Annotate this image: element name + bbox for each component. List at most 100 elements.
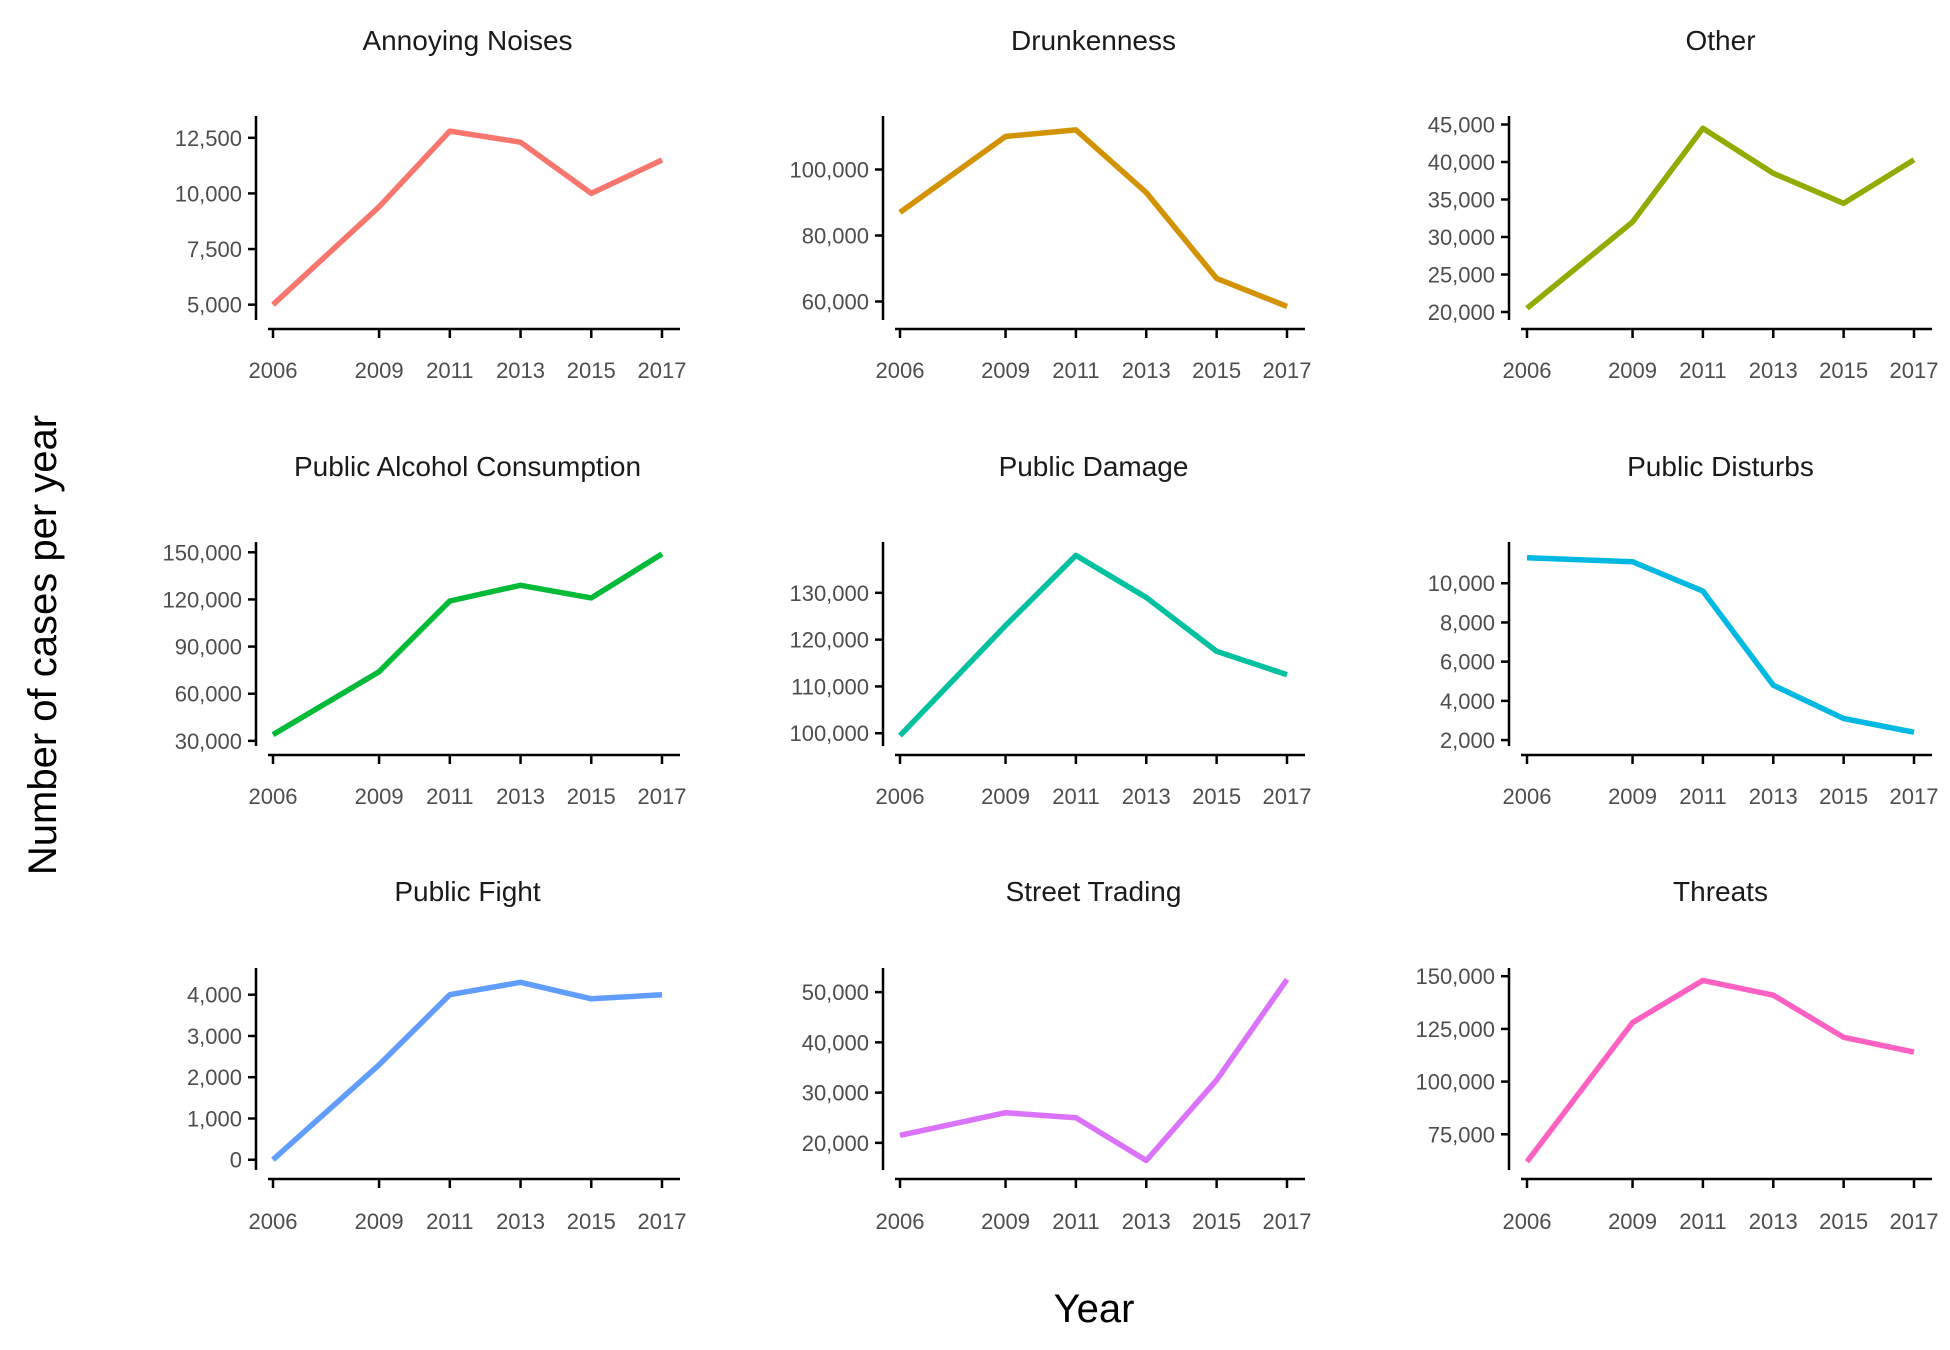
- x-tick-label: 2006: [876, 784, 925, 809]
- y-tick-label: 80,000: [802, 224, 869, 249]
- x-tick-label: 2011: [1679, 1209, 1726, 1234]
- x-tick-label: 2011: [426, 358, 473, 383]
- x-tick-label: 2013: [1122, 784, 1171, 809]
- x-tick-label: 2017: [638, 784, 687, 809]
- y-tick-label: 20,000: [802, 1131, 869, 1156]
- y-tick-label: 100,000: [789, 158, 869, 183]
- y-tick-label: 35,000: [1428, 188, 1495, 213]
- x-tick-label: 2013: [496, 784, 545, 809]
- x-tick-label: 2009: [981, 1209, 1030, 1234]
- x-tick-label: 2006: [1503, 784, 1552, 809]
- y-tick-label: 30,000: [175, 729, 242, 754]
- y-tick-label: 4,000: [187, 983, 242, 1008]
- series-line-public-alcohol-consumption: [271, 551, 664, 737]
- y-tick-label: 8,000: [1440, 610, 1495, 635]
- x-tick-label: 2009: [1608, 784, 1657, 809]
- y-tick-label: 90,000: [175, 635, 242, 660]
- y-tick-label: 75,000: [1428, 1122, 1495, 1147]
- x-tick-label: 2009: [355, 784, 404, 809]
- y-tick-label: 2,000: [1440, 728, 1495, 753]
- y-tick-label: 30,000: [1428, 225, 1495, 250]
- y-tick-label: 45,000: [1428, 113, 1495, 138]
- x-tick-label: 2015: [1192, 784, 1241, 809]
- x-tick-label: 2015: [1192, 358, 1241, 383]
- panel-title: Threats: [1673, 876, 1768, 907]
- y-tick-label: 100,000: [789, 721, 869, 746]
- y-tick-label: 25,000: [1428, 263, 1495, 288]
- y-tick-label: 150,000: [1415, 964, 1495, 989]
- x-tick-label: 2013: [1122, 1209, 1171, 1234]
- x-tick-label: 2011: [1052, 784, 1099, 809]
- x-tick-label: 2013: [1749, 1209, 1798, 1234]
- x-tick-label: 2006: [249, 784, 298, 809]
- y-tick-label: 4,000: [1440, 689, 1495, 714]
- x-tick-label: 2017: [1890, 1209, 1939, 1234]
- x-tick-label: 2011: [1052, 1209, 1099, 1234]
- x-tick-label: 2006: [249, 358, 298, 383]
- y-tick-label: 3,000: [187, 1024, 242, 1049]
- x-tick-label: 2015: [1192, 1209, 1241, 1234]
- x-tick-label: 2009: [355, 1209, 404, 1234]
- panel-title: Public Alcohol Consumption: [294, 451, 641, 482]
- x-tick-label: 2006: [876, 358, 925, 383]
- y-tick-label: 0: [230, 1148, 242, 1173]
- series-line-threats: [1524, 977, 1915, 1164]
- x-tick-label: 2011: [1679, 358, 1726, 383]
- x-tick-label: 2011: [1052, 358, 1099, 383]
- x-tick-label: 2009: [1608, 358, 1657, 383]
- y-tick-label: 40,000: [1428, 150, 1495, 175]
- series-line-street-trading: [899, 977, 1290, 1164]
- panel-street-trading: Street Trading 20,000 30,000 40,000 50,000 20…: [802, 876, 1312, 1234]
- series-line-public-fight: [271, 979, 663, 1162]
- panel-title: Drunkenness: [1011, 25, 1176, 56]
- y-tick-label: 10,000: [175, 181, 242, 206]
- y-tick-label: 100,000: [1415, 1070, 1495, 1095]
- x-tick-label: 2015: [1819, 358, 1868, 383]
- x-tick-label: 2013: [1122, 358, 1171, 383]
- y-axis-title: Number of cases per year: [21, 415, 65, 875]
- y-tick-label: 20,000: [1428, 300, 1495, 325]
- panel-public-alcohol-consumption: Public Alcohol Consumption 30,000 60,000 90…: [162, 451, 686, 809]
- y-tick-label: 50,000: [802, 980, 869, 1005]
- x-tick-label: 2013: [496, 358, 545, 383]
- x-tick-label: 2017: [1263, 784, 1312, 809]
- panel-threats: Threats 75,000 100,000 125,000 150,000 2006 20…: [1415, 876, 1938, 1234]
- series-line-public-disturbs: [1526, 555, 1915, 735]
- y-tick-label: 130,000: [789, 581, 869, 606]
- x-tick-label: 2017: [638, 1209, 687, 1234]
- x-tick-label: 2015: [1819, 784, 1868, 809]
- x-tick-label: 2011: [426, 1209, 473, 1234]
- x-tick-label: 2009: [981, 784, 1030, 809]
- x-tick-label: 2009: [1608, 1209, 1657, 1234]
- x-tick-label: 2013: [1749, 784, 1798, 809]
- x-tick-label: 2011: [1679, 784, 1726, 809]
- x-tick-label: 2006: [1503, 358, 1552, 383]
- x-tick-label: 2013: [496, 1209, 545, 1234]
- y-tick-label: 60,000: [802, 290, 869, 315]
- panel-drunkenness: Drunkenness 60,000 80,000 100,000 2006 2009 20…: [789, 25, 1311, 383]
- x-tick-label: 2017: [1263, 1209, 1312, 1234]
- x-tick-label: 2006: [1503, 1209, 1552, 1234]
- x-tick-label: 2006: [249, 1209, 298, 1234]
- y-tick-label: 60,000: [175, 682, 242, 707]
- x-tick-label: 2011: [426, 784, 473, 809]
- x-tick-label: 2017: [1263, 358, 1312, 383]
- panel-title: Annoying Noises: [362, 25, 572, 56]
- panel-other: Other 20,000 25,000 30,000 35,000 40,000 45,00…: [1428, 25, 1939, 383]
- x-tick-label: 2017: [1890, 358, 1939, 383]
- panel-title: Public Fight: [394, 876, 541, 907]
- y-tick-label: 10,000: [1428, 571, 1495, 596]
- x-tick-label: 2015: [1819, 1209, 1868, 1234]
- y-tick-label: 150,000: [162, 540, 242, 565]
- series-line-drunkenness: [898, 127, 1289, 309]
- x-tick-label: 2006: [876, 1209, 925, 1234]
- y-tick-label: 40,000: [802, 1030, 869, 1055]
- panel-title: Other: [1685, 25, 1755, 56]
- panel-public-fight: Public Fight 0 1,000 2,000 3,000 4,000 2006 200…: [187, 876, 687, 1234]
- panel-public-damage: Public Damage 100,000 110,000 120,000 130,00…: [789, 451, 1311, 809]
- y-tick-label: 30,000: [802, 1081, 869, 1106]
- y-tick-label: 7,500: [187, 237, 242, 262]
- y-tick-label: 1,000: [187, 1106, 242, 1131]
- series-line-public-damage: [898, 552, 1288, 738]
